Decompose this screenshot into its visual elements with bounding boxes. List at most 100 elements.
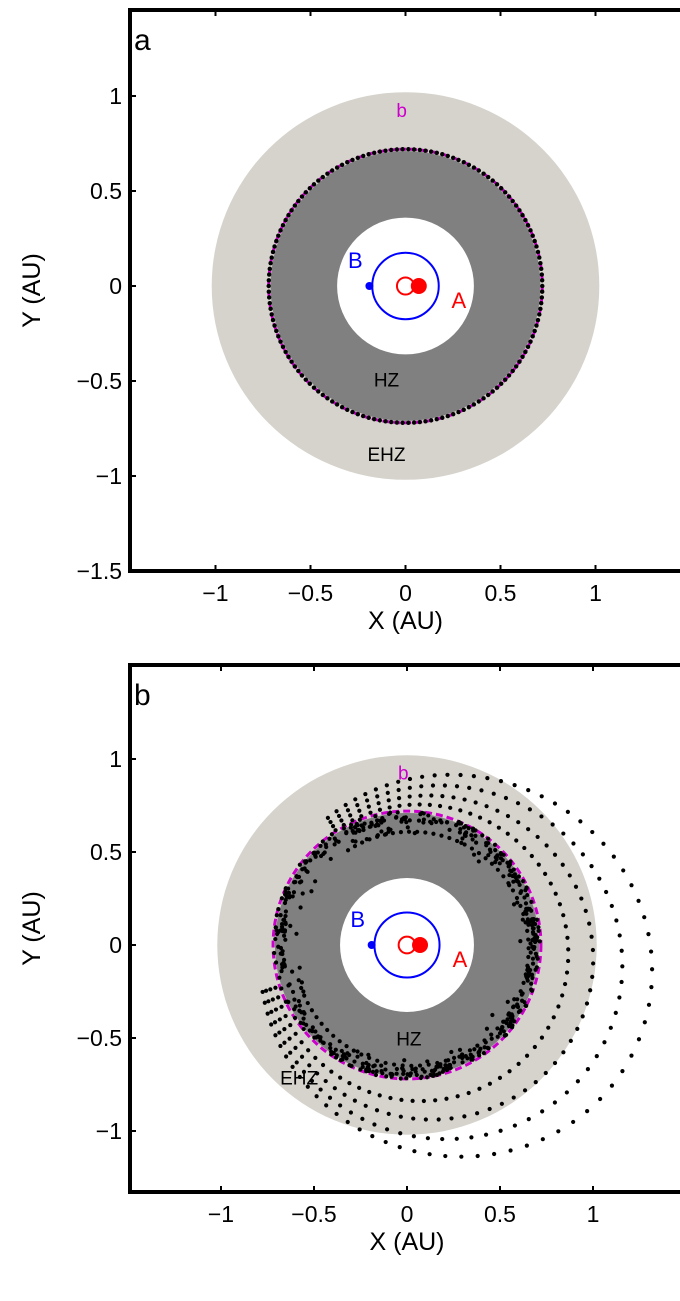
trajectory-point (521, 911, 526, 917)
trajectory-point (332, 842, 337, 847)
trajectory-point (519, 998, 525, 1003)
trajectory-point (374, 1069, 379, 1074)
trajectory-point (483, 856, 488, 861)
trajectory-point (284, 1054, 289, 1059)
trajectory-point (391, 1062, 397, 1067)
trajectory-point (294, 1060, 299, 1065)
trajectory-point (477, 1086, 482, 1091)
trajectory-point (388, 1095, 393, 1101)
inner-region (337, 217, 474, 355)
trajectory-point (444, 1096, 449, 1101)
trajectory-point (265, 1011, 270, 1016)
trajectory-point (440, 415, 445, 420)
trajectory-point (355, 412, 361, 417)
trajectory-point (522, 895, 527, 900)
trajectory-point (573, 884, 579, 889)
trajectory-point (503, 190, 508, 195)
trajectory-point (458, 808, 463, 813)
trajectory-point (313, 879, 318, 884)
trajectory-point (333, 1047, 338, 1052)
trajectory-point (539, 289, 545, 294)
trajectory-point (511, 879, 516, 884)
trajectory-point (314, 1094, 319, 1099)
plot-area: A Bb HZ EHZ (217, 755, 655, 1159)
panel-a: A Bb HZ EHZ −1 −0.5 0 0.5 1 −1.5 −1 −0.5 0 0.5 1 X (AU)… (18, 8, 680, 635)
trajectory-point (454, 784, 460, 789)
trajectory-point (529, 922, 535, 928)
trajectory-point (342, 1054, 347, 1059)
trajectory-point (462, 842, 467, 847)
trajectory-point (430, 1073, 435, 1078)
trajectory-point (288, 923, 293, 929)
trajectory-point (277, 1030, 282, 1035)
trajectory-point (510, 368, 515, 374)
trajectory-point (486, 853, 491, 858)
trajectory-point (621, 868, 626, 873)
trajectory-point (471, 852, 477, 857)
trajectory-point (434, 150, 439, 156)
trajectory-point (466, 826, 471, 831)
trajectory-point (353, 839, 358, 844)
trajectory-point (362, 821, 367, 826)
trajectory-point (418, 793, 423, 798)
trajectory-point (425, 1136, 430, 1141)
trajectory-point (515, 900, 520, 905)
trajectory-point (329, 1052, 334, 1057)
trajectory-point (339, 818, 344, 823)
trajectory-point (473, 833, 478, 838)
trajectory-point (319, 1021, 324, 1026)
trajectory-point (360, 1061, 365, 1066)
trajectory-point (274, 328, 279, 334)
trajectory-point (299, 1054, 305, 1059)
trajectory-point (315, 850, 320, 855)
trajectory-point (440, 152, 445, 157)
trajectory-point (377, 418, 383, 423)
trajectory-point (293, 1045, 298, 1050)
trajectory-point (475, 1111, 480, 1116)
star-b-marker (365, 282, 374, 290)
trajectory-point (341, 826, 346, 831)
trajectory-point (619, 979, 624, 985)
trajectory-point (518, 939, 523, 944)
trajectory-point (490, 389, 495, 394)
trajectory-point (520, 212, 525, 218)
trajectory-point (513, 203, 519, 208)
trajectory-point (268, 306, 273, 312)
star-b-marker (367, 941, 376, 949)
trajectory-point (447, 835, 452, 841)
trajectory-point (613, 1010, 618, 1015)
trajectory-point (524, 1053, 530, 1058)
trajectory-point (601, 841, 606, 846)
trajectory-point (345, 160, 350, 165)
trajectory-point (462, 1114, 467, 1119)
trajectory-point (534, 917, 540, 922)
trajectory-point (511, 867, 516, 872)
trajectory-point (583, 908, 588, 914)
trajectory-point (470, 837, 475, 842)
trajectory-point (318, 1035, 323, 1040)
trajectory-point (448, 805, 453, 810)
trajectory-point (283, 217, 288, 223)
trajectory-point (425, 1059, 430, 1064)
trajectory-point (579, 896, 584, 901)
trajectory-point (437, 803, 443, 809)
trajectory-point (316, 178, 321, 183)
trajectory-point (466, 1090, 471, 1096)
trajectory-point (510, 888, 516, 893)
trajectory-point (525, 963, 530, 968)
trajectory-point (493, 855, 498, 860)
trajectory-point (477, 1049, 482, 1054)
trajectory-point (329, 1069, 334, 1074)
trajectory-point (435, 1064, 440, 1069)
trajectory-point (411, 147, 417, 152)
y-tick-label: 0.5 (90, 178, 122, 204)
x-tick-label: −0.5 (291, 1201, 336, 1227)
trajectory-point (482, 1038, 487, 1043)
trajectory-point (474, 840, 479, 845)
trajectory-point (353, 797, 358, 802)
trajectory-point (494, 182, 500, 187)
trajectory-point (366, 152, 371, 157)
trajectory-point (318, 1038, 323, 1043)
trajectory-point (399, 1097, 404, 1102)
trajectory-point (524, 906, 529, 911)
